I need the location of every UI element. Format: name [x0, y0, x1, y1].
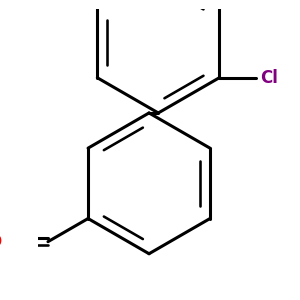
Text: O: O: [0, 233, 2, 251]
Text: Cl: Cl: [260, 69, 278, 87]
